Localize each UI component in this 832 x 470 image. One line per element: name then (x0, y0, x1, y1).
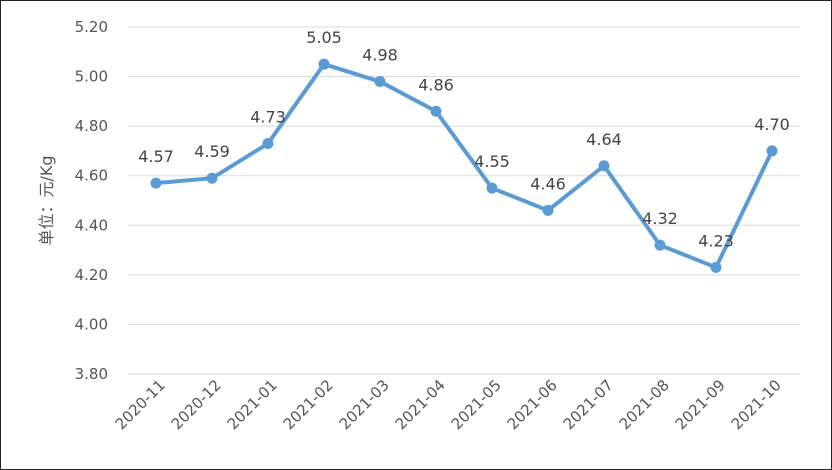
data-label: 5.05 (306, 28, 342, 47)
data-label: 4.46 (530, 174, 566, 193)
x-axis-ticks: 2020-112020-122021-012021-022021-032021-… (112, 376, 785, 433)
x-tick-label: 2021-02 (280, 376, 337, 433)
data-point (430, 105, 442, 117)
data-point (542, 204, 554, 216)
data-label: 4.55 (474, 152, 510, 171)
data-point (598, 160, 610, 172)
y-tick-label: 4.40 (75, 216, 108, 234)
y-axis-ticks: 3.80 4.00 4.20 4.40 4.60 4.80 5.00 5.20 (75, 18, 108, 383)
data-label: 4.73 (250, 107, 286, 126)
y-tick-label: 4.20 (75, 266, 108, 284)
data-point (486, 182, 498, 194)
data-label: 4.23 (698, 231, 734, 250)
x-tick-label: 2020-11 (112, 376, 169, 433)
data-point (206, 172, 218, 184)
series-group (150, 58, 778, 273)
x-tick-label: 2021-08 (616, 376, 673, 433)
x-tick-label: 2021-05 (448, 376, 505, 433)
x-tick-label: 2021-09 (672, 376, 729, 433)
data-label: 4.57 (138, 147, 174, 166)
x-tick-label: 2021-01 (224, 376, 281, 433)
x-tick-label: 2020-12 (168, 376, 225, 433)
data-label: 4.64 (586, 130, 622, 149)
x-tick-label: 2021-06 (504, 376, 561, 433)
data-label: 4.86 (418, 75, 454, 94)
x-tick-label: 2021-10 (728, 376, 785, 433)
y-tick-label: 5.00 (75, 68, 108, 86)
data-label: 4.32 (642, 209, 678, 228)
y-tick-label: 5.20 (75, 18, 108, 36)
data-labels: 4.57 4.59 4.73 5.05 4.98 4.86 4.55 4.46 4.64 4.32… (138, 28, 790, 250)
data-point (710, 261, 722, 273)
y-tick-label: 4.80 (75, 117, 108, 135)
x-tick-label: 2021-07 (560, 376, 617, 433)
x-tick-label: 2021-03 (336, 376, 393, 433)
data-point (654, 239, 666, 251)
y-tick-label: 4.00 (75, 315, 108, 333)
y-tick-label: 3.80 (75, 365, 108, 383)
x-tick-label: 2021-04 (392, 376, 449, 433)
y-tick-label: 4.60 (75, 167, 108, 185)
data-point (150, 177, 162, 189)
data-label: 4.59 (194, 142, 230, 161)
data-label: 4.70 (754, 115, 790, 134)
data-point (766, 145, 778, 157)
series-line (155, 62, 774, 270)
data-point (262, 137, 274, 149)
data-label: 4.98 (362, 46, 398, 65)
y-axis-label: 单位：元/Kg (37, 155, 56, 245)
data-point (374, 76, 386, 88)
grid-lines (128, 26, 800, 375)
data-point (318, 58, 330, 70)
